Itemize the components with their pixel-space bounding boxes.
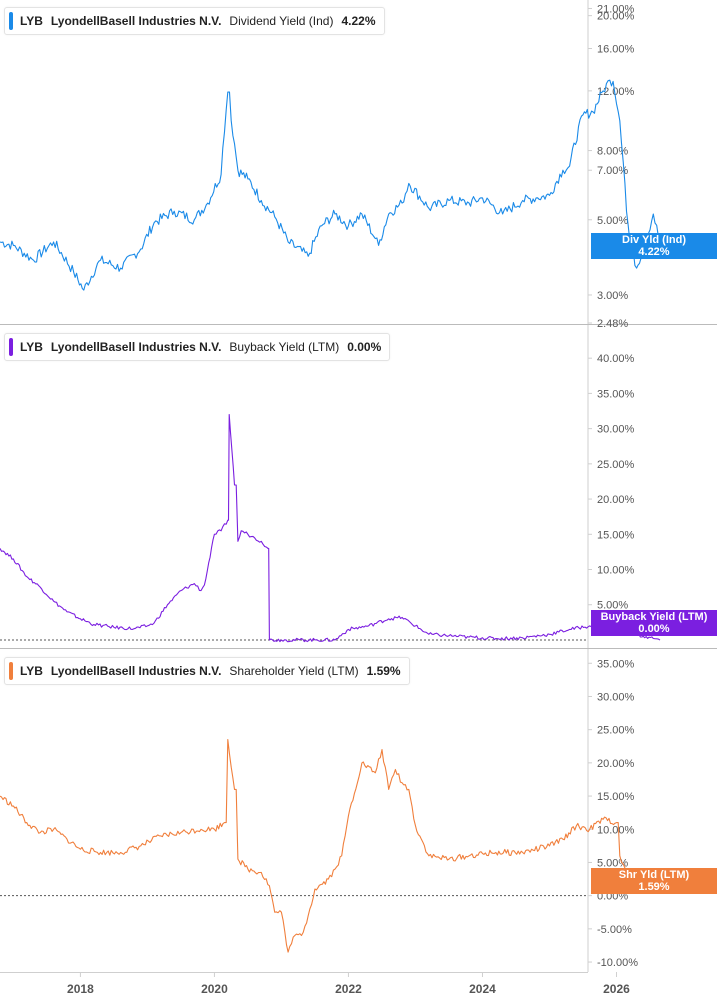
x-tick-label: 2024 <box>469 982 496 996</box>
legend-swatch-buyback <box>9 338 13 356</box>
legend-company: LyondellBasell Industries N.V. <box>50 14 222 28</box>
legend-ticker: LYB <box>20 14 43 28</box>
legend-shareholder-yield[interactable]: LYB LyondellBasell Industries N.V. Share… <box>4 657 410 685</box>
legend-ticker: LYB <box>20 664 43 678</box>
badge-label: Shr Yld (LTM) <box>618 869 690 881</box>
legend-value: 0.00% <box>347 340 382 354</box>
y-tick-label: 2.48% <box>597 318 628 330</box>
legend-value: 1.59% <box>366 664 401 678</box>
x-tick-label: 2022 <box>335 982 362 996</box>
badge-value: 4.22% <box>638 246 670 258</box>
y-tick-label: 16.00% <box>597 44 635 56</box>
y-tick-label: 25.00% <box>597 459 635 471</box>
y-tick-label: 10.00% <box>597 824 635 836</box>
y-tick-label: 20.00% <box>597 758 635 770</box>
y-tick-label: 10.00% <box>597 565 635 577</box>
y-tick-label: 12.00% <box>597 86 635 98</box>
y-tick-label: 30.00% <box>597 691 635 703</box>
y-tick-label: -5.00% <box>597 924 632 936</box>
badge-dividend-yield: Div Yld (Ind) 4.22% <box>591 233 717 259</box>
legend-company: LyondellBasell Industries N.V. <box>50 340 222 354</box>
badge-label: Buyback Yield (LTM) <box>600 611 708 623</box>
y-tick-label: 7.00% <box>597 165 628 177</box>
x-tick-label: 2020 <box>201 982 228 996</box>
series-line-shareholder <box>0 739 661 953</box>
y-tick-label: 20.00% <box>597 11 635 23</box>
y-tick-label: 8.00% <box>597 146 628 158</box>
y-tick-label: 35.00% <box>597 388 635 400</box>
y-tick-label: 15.00% <box>597 529 635 541</box>
y-tick-label: 15.00% <box>597 791 635 803</box>
y-tick-label: 30.00% <box>597 424 635 436</box>
legend-swatch-shareholder <box>9 662 13 680</box>
y-tick-label: 21.00% <box>597 3 635 15</box>
legend-metric: Buyback Yield (LTM) <box>229 340 340 354</box>
y-tick-label: 25.00% <box>597 725 635 737</box>
badge-label: Div Yld (Ind) <box>622 234 686 246</box>
y-tick-label: -10.00% <box>597 957 638 969</box>
legend-company: LyondellBasell Industries N.V. <box>50 664 222 678</box>
badge-buyback-yield: Buyback Yield (LTM) 0.00% <box>591 610 717 636</box>
y-tick-label: 5.00% <box>597 600 628 612</box>
y-tick-label: 35.00% <box>597 658 635 670</box>
legend-metric: Dividend Yield (Ind) <box>229 14 334 28</box>
legend-swatch-dividend <box>9 12 13 30</box>
legend-buyback-yield[interactable]: LYB LyondellBasell Industries N.V. Buyba… <box>4 333 391 361</box>
badge-value: 1.59% <box>638 881 670 893</box>
x-tick-label: 2018 <box>67 982 94 996</box>
y-tick-label: 40.00% <box>597 353 635 365</box>
y-tick-label: 3.00% <box>597 290 628 302</box>
badge-value: 0.00% <box>638 623 670 635</box>
series-line-buyback <box>0 413 661 643</box>
x-tick-label: 2026 <box>603 982 630 996</box>
legend-ticker: LYB <box>20 340 43 354</box>
badge-shareholder-yield: Shr Yld (LTM) 1.59% <box>591 868 717 894</box>
y-tick-label: 5.00% <box>597 215 628 227</box>
legend-dividend-yield[interactable]: LYB LyondellBasell Industries N.V. Divid… <box>4 7 385 35</box>
series-line-dividend <box>0 79 661 291</box>
legend-value: 4.22% <box>341 14 376 28</box>
legend-metric: Shareholder Yield (LTM) <box>229 664 359 678</box>
y-tick-label: 20.00% <box>597 494 635 506</box>
